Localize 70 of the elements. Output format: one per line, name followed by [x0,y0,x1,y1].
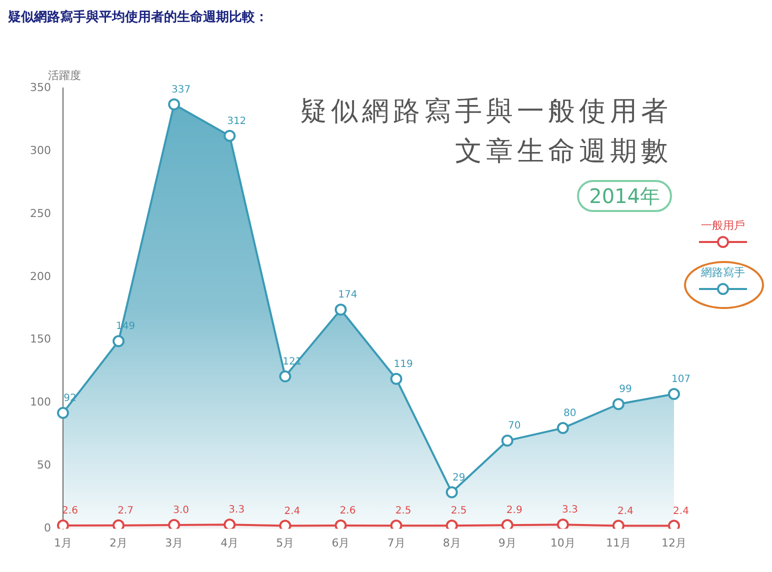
data-label: 312 [227,116,246,127]
point [168,98,180,110]
point [112,335,125,348]
point [279,520,292,529]
point [446,520,458,529]
data-label: 2.6 [340,506,356,517]
y-tick-label: 150 [30,332,51,346]
point [612,520,624,529]
data-label: 2.4 [673,506,689,517]
text: 一般用戶 [700,218,746,233]
y-axis-title: 活躍度 [48,68,81,82]
y-tick-label: 350 [30,80,51,94]
point [556,422,569,434]
x-tick-label: 6月 [332,536,350,550]
point [56,406,69,419]
point [390,520,402,529]
data-label: 2.7 [118,505,134,516]
data-label: 99 [619,384,632,396]
text: 疑似網路寫手與平均使用者的生命週期比較： [8,8,269,26]
x-tick-label: 10月 [550,536,576,550]
point [612,398,624,410]
data-label: 2.4 [618,506,634,517]
point [501,519,514,529]
x-tick-label: 12月 [662,536,686,550]
y-tick-label: 100 [30,396,51,409]
y-tick-label: 50 [36,458,51,472]
x-tick-label: 8月 [442,536,461,550]
point [556,518,569,529]
point [224,130,236,142]
point [334,304,347,316]
x-tick-label: 2月 [110,536,128,550]
x-tick-label: 4月 [220,536,239,550]
data-label: 3.3 [228,504,245,516]
point [168,519,180,529]
data-label: 80 [564,408,576,420]
data-label: 2.5 [450,506,467,517]
data-label: 70 [508,420,521,432]
data-label: 2.4 [284,506,300,517]
y-tick-label: 200 [30,270,51,283]
y-tick-label: 0 [44,522,51,535]
data-label: 2.5 [395,506,412,517]
point [279,370,292,382]
point [668,520,680,529]
data-label: 3.3 [562,504,578,516]
point [501,434,514,447]
data-label: 107 [671,374,691,386]
point [56,520,69,529]
data-label: 29 [452,472,466,484]
point [668,388,680,400]
point [112,519,125,529]
point [446,486,458,498]
text: 2014年 [577,180,672,212]
data-label: 337 [172,84,191,96]
text: 疑似網路寫手與一般使用者文章生命週期數 [299,95,672,169]
y-tick-label: 250 [30,206,51,220]
x-tick-label: 7月 [387,536,406,550]
x-tick-label: 9月 [498,536,516,550]
text: 網路寫手 [700,265,746,280]
point [334,520,347,529]
x-tick-label: 5月 [276,536,294,550]
y-tick-label: 300 [30,144,51,157]
data-label: 3.0 [173,505,190,516]
data-label: 119 [394,358,413,370]
data-label: 2.9 [506,505,522,516]
x-tick-label: 1月 [54,536,72,550]
point [390,372,402,385]
point [224,518,236,529]
data-label: 174 [338,290,358,301]
x-tick-label: 11月 [606,536,631,550]
x-tick-label: 3月 [165,536,184,550]
